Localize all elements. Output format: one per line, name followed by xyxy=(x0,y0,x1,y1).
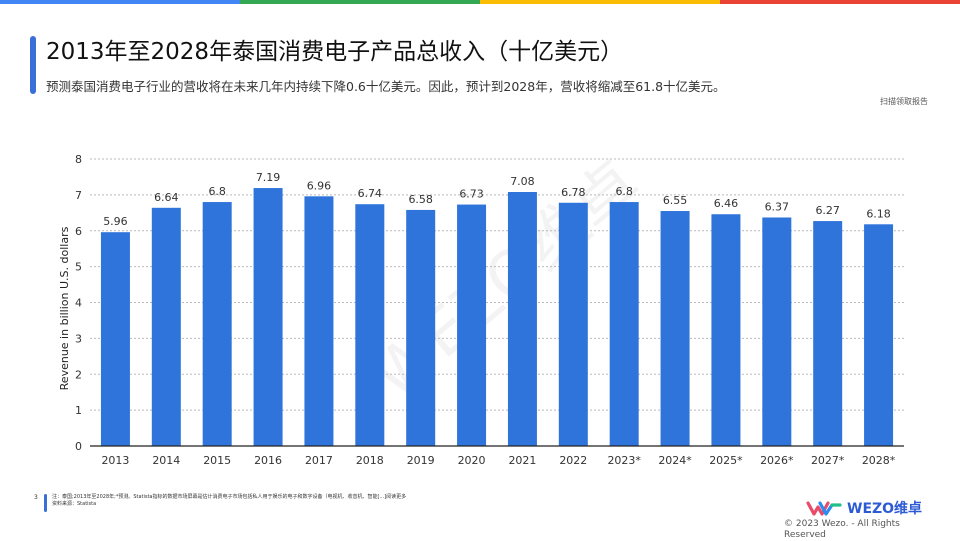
x-tick-label: 2015 xyxy=(203,454,231,467)
y-tick-label: 6 xyxy=(75,225,82,238)
stripe-segment-red xyxy=(720,0,960,4)
chart-bars xyxy=(100,188,894,446)
y-tick-label: 5 xyxy=(75,261,82,274)
bar xyxy=(304,196,334,446)
y-tick-label: 0 xyxy=(75,440,82,453)
bar-value-label: 6.37 xyxy=(765,200,790,213)
wezo-logo: WEZO维卓 xyxy=(806,498,922,518)
bar xyxy=(151,207,181,446)
x-tick-label: 2023* xyxy=(607,454,641,467)
x-tick-label: 2021 xyxy=(508,454,536,467)
bar-value-label: 7.19 xyxy=(256,171,281,184)
x-tick-label: 2026* xyxy=(760,454,794,467)
bar-value-label: 6.55 xyxy=(663,194,688,207)
y-axis-ticks: 0 1 2 3 4 5 6 7 8 xyxy=(75,153,82,453)
y-tick-label: 2 xyxy=(75,368,82,381)
bar xyxy=(100,232,130,446)
bar-value-label: 6.18 xyxy=(866,207,891,220)
y-tick-label: 7 xyxy=(75,189,82,202)
bar xyxy=(202,202,232,446)
bar xyxy=(253,188,283,446)
y-tick-label: 8 xyxy=(75,153,82,166)
x-tick-label: 2014 xyxy=(152,454,180,467)
x-axis-ticks: 2013 2014 2015 2016 2017 2018 2019 2020 2021 2022… xyxy=(101,454,895,467)
bar-value-label: 6.78 xyxy=(561,186,586,199)
stripe-segment-green xyxy=(240,0,480,4)
bar xyxy=(406,209,436,446)
bar xyxy=(864,224,894,446)
x-tick-label: 2013 xyxy=(101,454,129,467)
x-tick-label: 2016 xyxy=(254,454,282,467)
bar xyxy=(609,202,639,446)
bar xyxy=(355,204,385,446)
bar-value-label: 6.8 xyxy=(615,185,633,198)
x-tick-label: 2020 xyxy=(458,454,486,467)
y-tick-label: 1 xyxy=(75,404,82,417)
y-axis-label: Revenue in billion U.S. dollars xyxy=(58,226,71,390)
bar xyxy=(762,217,792,446)
bar xyxy=(660,211,690,446)
x-tick-label: 2025* xyxy=(709,454,743,467)
bar-value-label: 6.46 xyxy=(714,197,739,210)
x-tick-label: 2028* xyxy=(862,454,896,467)
bar xyxy=(711,214,741,446)
bar-value-label: 6.58 xyxy=(408,193,433,206)
x-tick-label: 2024* xyxy=(658,454,692,467)
copyright-notice: © 2023 Wezo. - All Rights Reserved xyxy=(784,519,900,540)
x-tick-label: 2019 xyxy=(407,454,435,467)
footer-accent-bar xyxy=(44,494,47,512)
stripe-segment-yellow xyxy=(480,0,720,4)
top-color-stripe xyxy=(0,0,960,4)
bar-value-label: 6.73 xyxy=(459,188,484,201)
bar xyxy=(507,192,537,446)
bar-value-label: 5.96 xyxy=(103,215,128,228)
page-title: 2013年至2028年泰国消费电子产品总收入（十亿美元） xyxy=(46,39,624,65)
stripe-segment-blue xyxy=(0,0,240,4)
x-tick-label: 2022 xyxy=(559,454,587,467)
y-tick-label: 3 xyxy=(75,332,82,345)
y-tick-label: 4 xyxy=(75,297,82,310)
scan-report-link[interactable]: 扫描领取报告 xyxy=(880,97,928,106)
page-subtitle: 预测泰国消费电子行业的营收将在未来几年内持续下降0.6十亿美元。因此，预计到20… xyxy=(46,79,726,94)
x-tick-label: 2017 xyxy=(305,454,333,467)
bar-value-label: 7.08 xyxy=(510,175,535,188)
title-accent-bar xyxy=(30,36,36,94)
footnote-note: 注：泰国;2013年至2028年;*预测。Statista指标的数据市场屏幕是估… xyxy=(52,494,407,500)
bar-value-labels: 5.96 6.64 6.8 7.19 6.96 6.74 6.58 6.73 7.08 6.78 6… xyxy=(103,171,891,228)
logo-wordmark: WEZO维卓 xyxy=(847,501,923,517)
wezo-logo-icon xyxy=(806,501,842,516)
bar-value-label: 6.8 xyxy=(208,185,226,198)
page-number: 3 xyxy=(34,494,38,501)
footnote-source: 资料来源：Statista xyxy=(52,501,97,507)
bar xyxy=(813,221,843,446)
bar-value-label: 6.27 xyxy=(815,204,840,217)
bar xyxy=(558,202,588,446)
bar-value-label: 6.96 xyxy=(307,179,332,192)
x-tick-label: 2027* xyxy=(811,454,845,467)
bar xyxy=(457,204,487,446)
bar-value-label: 6.64 xyxy=(154,191,179,204)
chart-footnote: 注：泰国;2013年至2028年;*预测。Statista指标的数据市场屏幕是估… xyxy=(52,494,406,508)
bar-value-label: 6.74 xyxy=(358,187,383,200)
x-tick-label: 2018 xyxy=(356,454,384,467)
